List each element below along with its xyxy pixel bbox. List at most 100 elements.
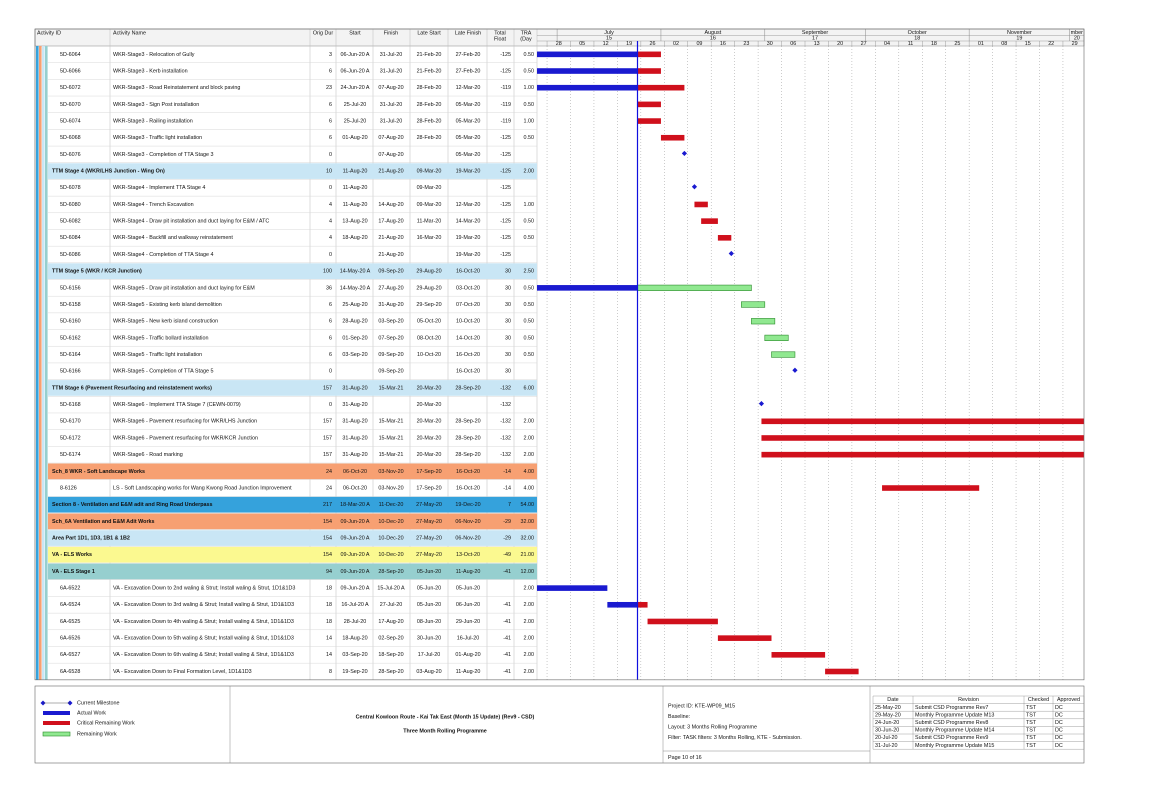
month-label: August xyxy=(704,30,721,36)
cell: 11-Aug-20 xyxy=(456,669,481,675)
cell: 4 xyxy=(329,202,332,208)
cell: 94 xyxy=(326,569,332,575)
cell: 31-Aug-20 xyxy=(342,452,367,458)
project-info: Baseline: xyxy=(668,714,690,720)
milestone xyxy=(728,250,734,257)
month-number: 19 xyxy=(1016,35,1022,41)
cell: 54.00 xyxy=(521,502,535,508)
activity-name: WKR-Stage3 - Relocation of Gully xyxy=(113,52,195,58)
cell: 21.00 xyxy=(521,552,535,558)
cell: -125 xyxy=(500,185,511,191)
legend-label: Remaining Work xyxy=(77,731,117,737)
activity-name: VA - Excavation Down to Final Formation … xyxy=(113,669,252,675)
cell: 09-Sep-20 xyxy=(378,269,403,275)
month-number: 20 xyxy=(1074,35,1080,41)
remaining-bar xyxy=(717,635,772,641)
week-label: 23 xyxy=(743,41,749,47)
revision-cell: DC xyxy=(1055,712,1063,718)
cell: 17-Jul-20 xyxy=(418,652,440,658)
cell: 31-Jul-20 xyxy=(380,52,402,58)
column-header: (Day xyxy=(520,36,532,42)
cell: 157 xyxy=(323,452,332,458)
cell: -41 xyxy=(503,569,511,575)
week-label: 28 xyxy=(556,41,562,47)
activity-name: WKR-Stage5 - New kerb island constructio… xyxy=(113,319,218,325)
cell: -14 xyxy=(503,485,511,491)
cell: 15-Mar-21 xyxy=(379,435,404,441)
cell: 01-Sep-20 xyxy=(342,335,367,341)
remaining-bar xyxy=(764,334,789,342)
cell: 30 xyxy=(505,285,511,291)
activity-name: WKR-Stage5 - Draw pit installation and d… xyxy=(113,285,255,291)
cell: 03-Oct-20 xyxy=(456,285,480,291)
revision-cell: 25-May-20 xyxy=(875,705,901,711)
activity-name: WKR-Stage3 - Kerb installation xyxy=(113,68,188,74)
cell: 2.00 xyxy=(524,169,535,175)
remaining-bar xyxy=(825,668,859,675)
remaining-bar xyxy=(761,451,1084,458)
cell: -132 xyxy=(500,385,511,391)
cell: 0.50 xyxy=(524,235,535,241)
cell: 10-Dec-20 xyxy=(378,519,403,525)
activity-name: WKR-Stage3 - Road Reinstatement and bloc… xyxy=(113,85,240,91)
activity-name: LS - Soft Landscaping works for Wang Kwo… xyxy=(113,485,292,491)
remaining-bar xyxy=(637,84,685,91)
cell: 03-Sep-20 xyxy=(342,652,367,658)
cell: 01-Aug-20 xyxy=(455,652,480,658)
remaining-bar xyxy=(751,318,776,325)
month-label: July xyxy=(604,30,614,36)
activity-name: WKR-Stage5 - Existing kerb island demoli… xyxy=(113,302,222,308)
cell: 28-Sep-20 xyxy=(455,419,480,425)
activity-id: 5D-6066 xyxy=(60,68,81,74)
milestone xyxy=(792,367,798,373)
cell: 14 xyxy=(326,652,332,658)
cell: 29-Jun-20 xyxy=(456,619,480,625)
cell: 05-Jun-20 xyxy=(417,586,441,592)
cell: 2.00 xyxy=(524,636,535,642)
group-name: Sch_8 WKR - Soft Landscape Works xyxy=(52,469,145,475)
cell: 1.00 xyxy=(524,85,535,91)
activity-name: WKR-Stage3 - Railing installation xyxy=(113,118,193,124)
cell: 15-Mar-21 xyxy=(379,419,404,425)
cell: 31-Jul-20 xyxy=(380,118,402,124)
column-header: TRA xyxy=(521,30,532,36)
activity-id: 6A-6524 xyxy=(60,602,80,608)
cell: 6 xyxy=(329,118,332,124)
activity-name: VA - Excavation Down to 2nd waling & Str… xyxy=(113,586,295,592)
cell: 154 xyxy=(323,519,332,525)
legend-swatch xyxy=(43,721,70,725)
remaining-bar xyxy=(882,485,980,491)
activity-id: 5D-6078 xyxy=(60,185,81,191)
activity-name: WKR-Stage6 - Pavement resurfacing for WK… xyxy=(113,435,258,441)
month-number: 15 xyxy=(606,35,612,41)
cell: 31-Aug-20 xyxy=(342,419,367,425)
legend-swatch xyxy=(43,711,70,715)
cell: 28-Jul-20 xyxy=(344,619,366,625)
cell: 14-Aug-20 xyxy=(378,202,403,208)
cell: 28-Feb-20 xyxy=(417,135,442,141)
cell: 10-Dec-20 xyxy=(378,552,403,558)
cell: 03-Nov-20 xyxy=(378,469,403,475)
remaining-bar xyxy=(761,435,1084,441)
cell: 157 xyxy=(323,435,332,441)
cell: 3 xyxy=(329,52,332,58)
group-name: TTM Stage 5 (WKR / KCR Junction) xyxy=(52,269,142,275)
cell: 12-Mar-20 xyxy=(456,202,481,208)
cell: 4.00 xyxy=(524,485,535,491)
cell: 18-Aug-20 xyxy=(342,636,367,642)
cell: 09-Jun-20 A xyxy=(340,519,369,525)
week-label: 05 xyxy=(579,41,585,47)
revision-cell: Submit CSD Programme Rev8 xyxy=(915,720,988,726)
revision-cell: TST xyxy=(1026,712,1037,718)
cell: 2.00 xyxy=(524,602,535,608)
revision-cell: 30-Jun-20 xyxy=(875,728,899,734)
revision-cell: TST xyxy=(1026,735,1037,741)
cell: 28-Feb-20 xyxy=(417,118,442,124)
week-label: 09 xyxy=(696,41,702,47)
remaining-bar xyxy=(637,284,752,291)
cell: 6 xyxy=(329,319,332,325)
cell: 17-Sep-20 xyxy=(416,485,441,491)
milestone xyxy=(691,184,698,190)
activity-id: 6A-6526 xyxy=(60,636,80,642)
